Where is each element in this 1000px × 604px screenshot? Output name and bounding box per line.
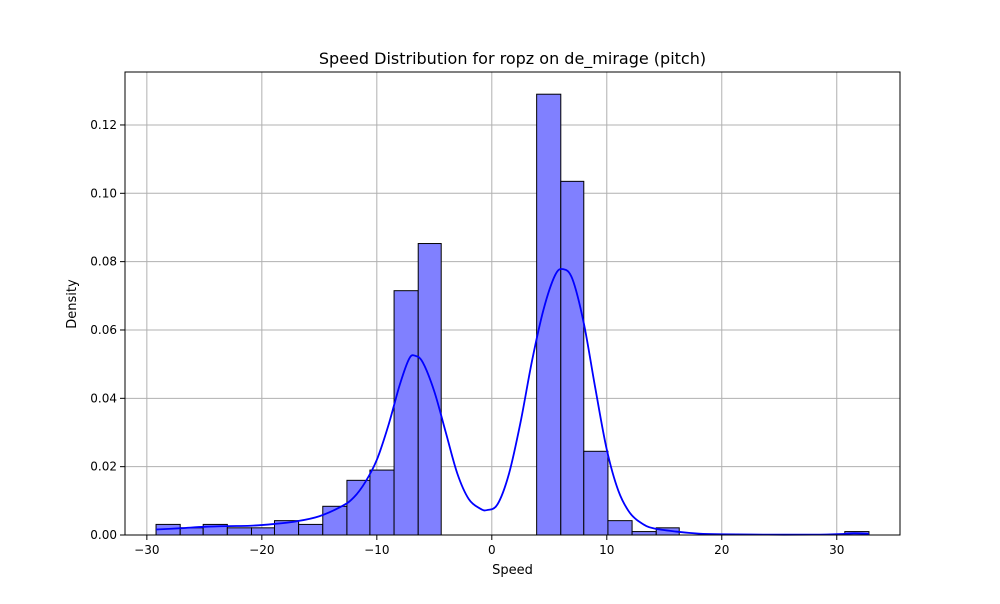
chart-title: Speed Distribution for ropz on de_mirage… xyxy=(319,49,706,69)
histogram-bar xyxy=(298,523,324,536)
histogram-bar xyxy=(250,527,275,536)
histogram-bar xyxy=(536,93,562,536)
x-axis-ticks: −30 −20 −10 0 10 20 30 xyxy=(134,535,844,557)
kde-curve-group xyxy=(156,268,869,536)
histogram-bar xyxy=(631,531,657,536)
kde-line xyxy=(156,268,869,536)
histogram-bar xyxy=(607,520,633,536)
grid-lines xyxy=(125,72,900,536)
y-tick-label: 0.10 xyxy=(90,186,117,200)
x-tick-label: 0 xyxy=(488,543,496,557)
x-axis-label: Speed xyxy=(492,563,533,578)
x-tick-label: 20 xyxy=(714,543,729,557)
x-tick-label: 10 xyxy=(599,543,614,557)
y-axis-ticks: 0.00 0.02 0.04 0.06 0.08 0.10 0.12 xyxy=(90,118,125,542)
histogram-bar xyxy=(417,243,442,536)
y-tick-label: 0.04 xyxy=(90,391,117,405)
y-tick-label: 0.02 xyxy=(90,460,117,474)
x-tick-label: −10 xyxy=(364,543,389,557)
histogram-bar xyxy=(226,527,252,536)
x-tick-label: 30 xyxy=(829,543,844,557)
y-tick-label: 0.12 xyxy=(90,118,117,132)
histogram-bar xyxy=(583,450,609,536)
histogram-bar xyxy=(393,290,419,536)
x-tick-label: −30 xyxy=(134,543,159,557)
histogram-bar xyxy=(369,469,395,536)
histogram-bar xyxy=(560,180,585,536)
x-tick-label: −20 xyxy=(249,543,274,557)
plot-frame xyxy=(124,71,901,536)
y-tick-label: 0.06 xyxy=(90,323,117,337)
y-axis-label: Density xyxy=(65,279,80,329)
histogram-bar xyxy=(346,479,371,536)
y-tick-label: 0.00 xyxy=(90,528,117,542)
y-tick-label: 0.08 xyxy=(90,255,117,269)
